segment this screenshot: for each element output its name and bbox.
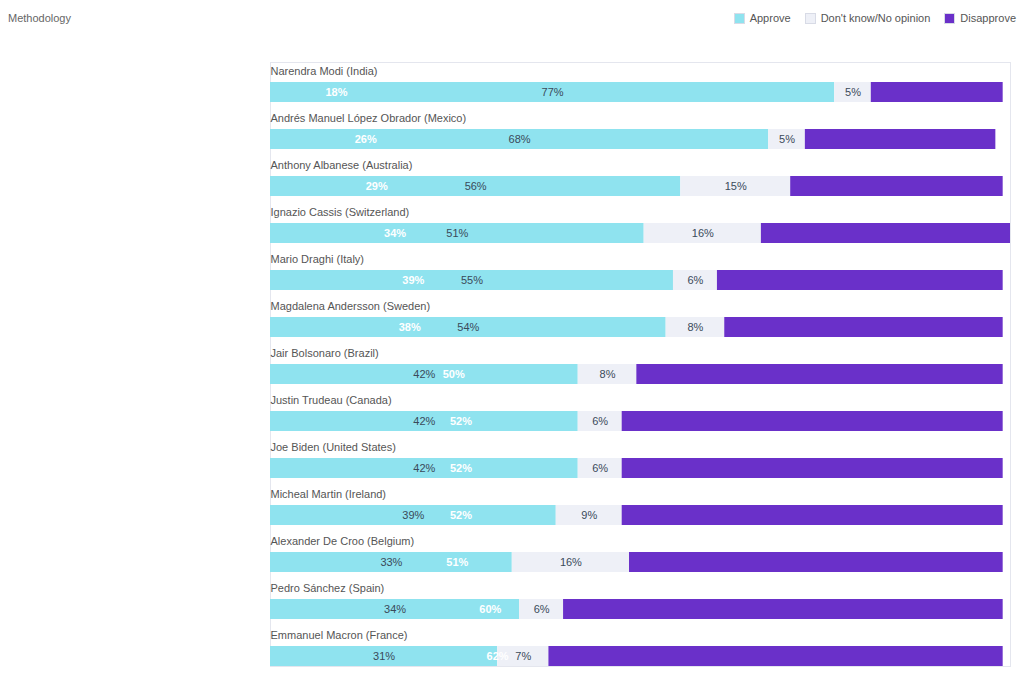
svg-text:Justin Trudeau (Canada): Justin Trudeau (Canada) (271, 394, 392, 406)
html-text:Don't know/No opinion: Don't know/No opinion (820, 12, 931, 24)
svg-text:Andrés Manuel López Obrador (M: Andrés Manuel López Obrador (Mexico) (271, 112, 467, 124)
svg-text:51%: 51% (446, 556, 468, 568)
svg-text:8%: 8% (687, 321, 703, 333)
svg-text:62%: 62% (487, 650, 509, 662)
svg-text:5%: 5% (779, 133, 795, 145)
svg-text:39%: 39% (402, 274, 424, 286)
svg-text:Joe Biden (United States): Joe Biden (United States) (271, 441, 396, 453)
svg-text:55%: 55% (461, 274, 483, 286)
svg-text:7%: 7% (515, 650, 531, 662)
svg-text:6%: 6% (534, 603, 550, 615)
svg-text:Alexander De Croo (Belgium): Alexander De Croo (Belgium) (271, 535, 415, 547)
svg-text:33%: 33% (380, 556, 402, 568)
svg-text:42%: 42% (413, 462, 435, 474)
svg-text:54%: 54% (457, 321, 479, 333)
svg-text:60%: 60% (479, 603, 501, 615)
html-text:Methodology: Methodology (8, 12, 71, 24)
svg-text:8%: 8% (600, 368, 616, 380)
svg-text:16%: 16% (560, 556, 582, 568)
svg-text:6%: 6% (592, 415, 608, 427)
svg-text:38%: 38% (399, 321, 421, 333)
svg-text:34%: 34% (384, 603, 406, 615)
svg-text:18%: 18% (325, 86, 347, 98)
svg-text:52%: 52% (450, 462, 472, 474)
svg-text:68%: 68% (509, 133, 531, 145)
svg-text:52%: 52% (450, 509, 472, 521)
svg-text:50%: 50% (443, 368, 465, 380)
svg-text:52%: 52% (450, 415, 472, 427)
svg-text:34%: 34% (384, 227, 406, 239)
svg-text:Anthony Albanese (Australia): Anthony Albanese (Australia) (271, 159, 413, 171)
svg-text:51%: 51% (446, 227, 468, 239)
svg-text:77%: 77% (542, 86, 564, 98)
svg-text:Mario Draghi (Italy): Mario Draghi (Italy) (271, 253, 365, 265)
svg-text:42%: 42% (413, 415, 435, 427)
svg-text:Emmanuel Macron (France): Emmanuel Macron (France) (271, 629, 408, 641)
svg-text:29%: 29% (366, 180, 388, 192)
svg-text:39%: 39% (402, 509, 424, 521)
svg-text:Micheal Martin (Ireland): Micheal Martin (Ireland) (271, 488, 387, 500)
svg-text:42%: 42% (413, 368, 435, 380)
svg-text:Pedro Sánchez (Spain): Pedro Sánchez (Spain) (271, 582, 385, 594)
svg-text:6%: 6% (687, 274, 703, 286)
svg-text:56%: 56% (465, 180, 487, 192)
svg-text:5%: 5% (845, 86, 861, 98)
html-text:Approve: Approve (749, 12, 791, 24)
svg-text:9%: 9% (581, 509, 597, 521)
svg-text:Magdalena Andersson (Sweden): Magdalena Andersson (Sweden) (271, 300, 431, 312)
svg-text:15%: 15% (725, 180, 747, 192)
svg-text:Ignazio Cassis (Switzerland): Ignazio Cassis (Switzerland) (271, 206, 410, 218)
svg-text:Narendra Modi (India): Narendra Modi (India) (271, 65, 378, 77)
svg-text:Jair Bolsonaro (Brazil): Jair Bolsonaro (Brazil) (271, 347, 379, 359)
svg-text:31%: 31% (373, 650, 395, 662)
svg-text:16%: 16% (692, 227, 714, 239)
svg-text:6%: 6% (592, 462, 608, 474)
html-text:Disapprove: Disapprove (960, 12, 1016, 24)
svg-text:26%: 26% (355, 133, 377, 145)
